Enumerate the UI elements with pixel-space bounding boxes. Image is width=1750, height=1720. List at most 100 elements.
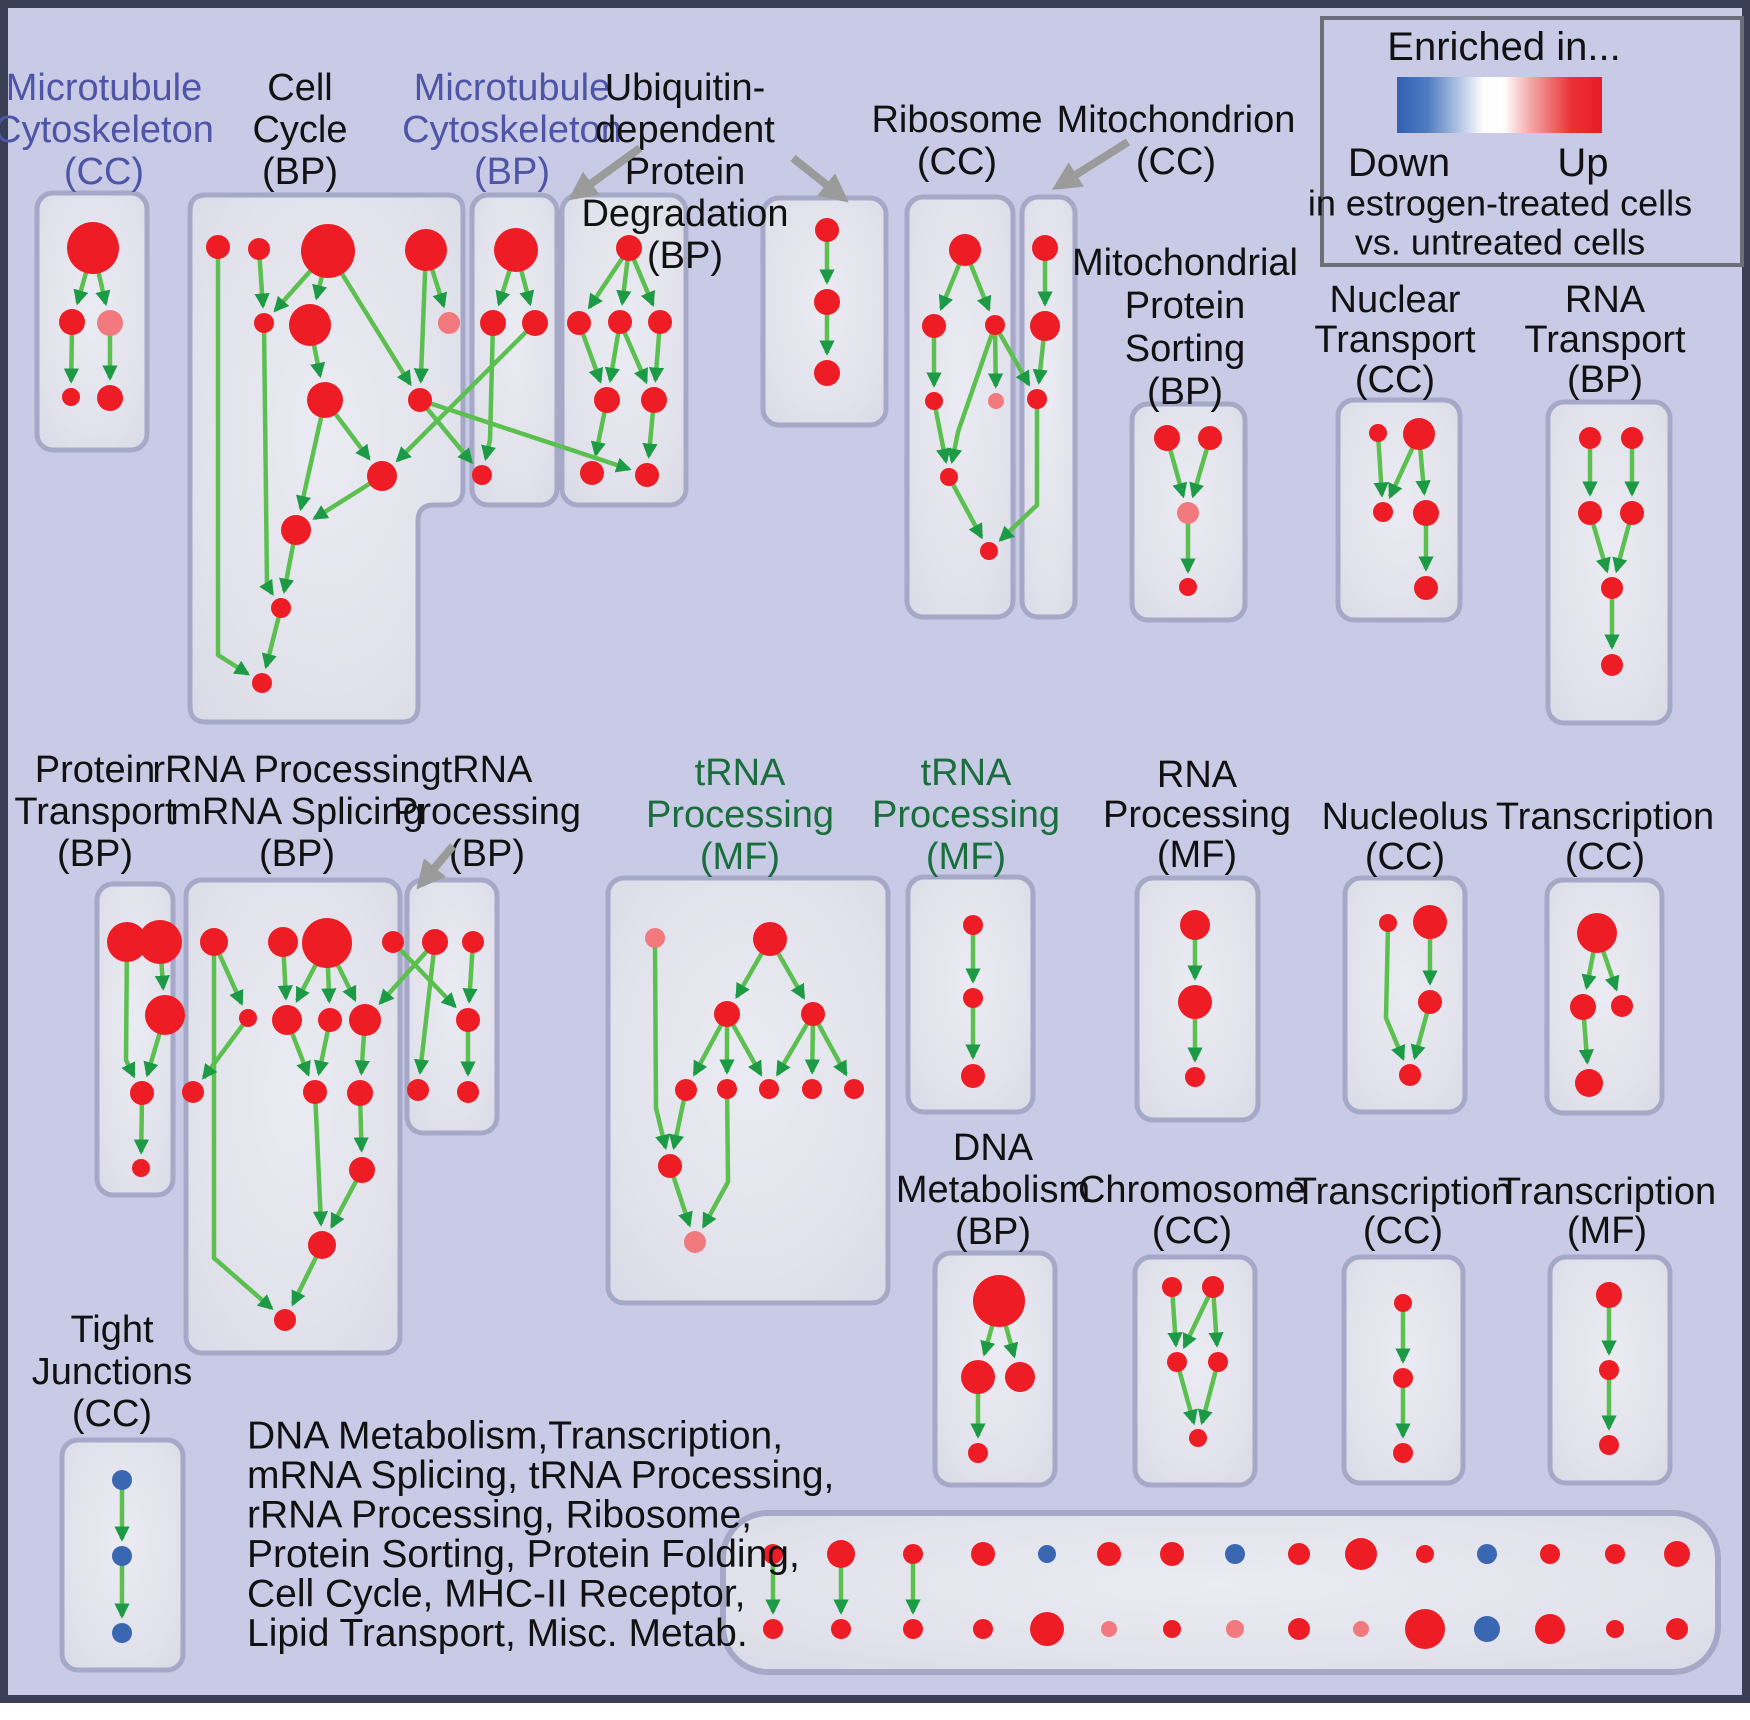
misc-strip-node-bottom-13 [1535,1614,1565,1644]
edge-ribosome-r1-r2 [938,262,962,311]
go-term-node-dna-metabolism-d4 [968,1443,988,1463]
misc-strip-node-top-10 [1345,1538,1377,1570]
go-term-node-rrna-mrna-q9 [182,1081,204,1103]
go-term-node-mitochondrion-m3 [1027,389,1047,409]
misc-strip-node-top-1 [763,1544,783,1564]
edge-ubiquitin-u5-u7 [590,410,608,458]
go-term-node-chromosome-c3 [1167,1352,1187,1372]
cluster-label-rna-transport: RNA [1565,279,1646,321]
cluster-label-rna-transport: (BP) [1567,359,1643,401]
edge-cell-cycle-n4-n9 [413,268,429,384]
cluster-label-mt-cyto-cc: (CC) [64,151,144,193]
go-term-node-mt-cyto-bp-bot [472,465,492,485]
go-term-node-transcription-cc-2-k2 [1570,994,1596,1020]
cluster-label-transcription-cc-2: Transcription [1496,796,1714,838]
cluster-label-trna-bp: tRNA [442,749,533,791]
cluster-label-ubiquitin: Degradation [581,193,788,235]
go-term-node-trna-mf-1-g8 [802,1079,822,1099]
go-term-node-nuclear-transport-nt1 [1369,424,1387,442]
edge-rna-transport-rt4-rt5 [1612,522,1632,574]
go-term-node-ribosome-r3 [985,315,1005,335]
edge-cell-cycle-n4-n7 [429,267,448,309]
go-term-node-cell-cycle-n1 [206,235,230,259]
edge-rrna-mrna-q12-q13 [329,1178,359,1229]
go-term-node-tight-junctions-t2 [112,1546,132,1566]
cluster-label-nucleolus: Nucleolus [1322,796,1489,838]
go-term-node-mito-protein-sorting-s3 [1177,502,1199,524]
go-term-node-ribosome-r4 [925,392,943,410]
cross-edge-cell-cycle-n9-ubiquitin-u8 [428,400,632,473]
cross-edge-mt-cyto-bp-br-cell-cycle-n10 [395,329,529,463]
edge-nucleolus-j3-j4 [1410,1011,1430,1061]
go-term-node-trna-bp-w4 [407,1079,429,1101]
misc-strip-node-bottom-11 [1405,1609,1445,1649]
cluster-label-mitochondrion: Mitochondrion [1057,99,1296,141]
go-term-node-ribosome-r5 [988,393,1004,409]
go-term-node-ubiq-2-v1 [815,218,839,242]
cluster-label-transcription-cc-2: (CC) [1565,836,1645,878]
go-term-node-rrna-mrna-q6 [272,1005,302,1035]
edge-chromosome-c1-c3 [1167,1294,1183,1348]
go-term-node-mt-cyto-cc-d [62,388,80,406]
edge-cell-cycle-n3-n9 [339,271,412,387]
go-term-node-rrna-mrna-q7 [318,1008,342,1032]
cluster-label-chromosome: (CC) [1152,1210,1232,1252]
misc-strip-node-top-11 [1416,1545,1434,1563]
cluster-label-ribosome: (CC) [917,141,997,183]
go-term-node-ribosome-r1 [949,234,981,266]
edge-ubiquitin-u6-u8 [642,410,658,459]
edge-rrna-mrna-q3-q7 [321,965,337,1004]
go-term-node-ribosome-r2 [922,314,946,338]
go-term-node-trna-mf-1-g9 [844,1079,864,1099]
cluster-label-ubiquitin: dependent [595,109,775,151]
edge-cell-cycle-n8-n10 [332,411,371,461]
go-term-node-chromosome-c5 [1189,1429,1207,1447]
edge-cell-cycle-n3-n6 [312,274,328,301]
misc-strip-node-bottom-2 [831,1619,851,1639]
cluster-box-mt-cyto-bp [469,192,560,508]
misc-terms-annotation-line: rRNA Processing, Ribosome, [247,1494,752,1537]
go-term-node-rna-processing-mf-i1 [1180,910,1210,940]
cross-edge-rrna-mrna-q4-trna-bp-w3 [397,946,457,1009]
misc-strip-node-bottom-5 [1030,1612,1064,1646]
cluster-label-trna-mf-2: Processing [872,794,1060,836]
legend-box [1320,16,1744,267]
go-term-node-rna-transport-rt2 [1621,427,1643,449]
misc-strip-node-top-2 [827,1540,855,1568]
go-term-node-rrna-mrna-q14 [274,1309,296,1331]
cluster-label-transcription-mf: Transcription [1498,1171,1716,1213]
go-term-node-mito-protein-sorting-s1 [1154,425,1180,451]
cluster-label-rna-transport: Transport [1524,319,1686,361]
go-term-node-rrna-mrna-q10 [303,1080,327,1104]
cluster-label-nuclear-transport: Transport [1314,319,1476,361]
edge-cell-cycle-n11-n12 [279,542,296,595]
edge-chromosome-c2-c3 [1182,1294,1212,1350]
go-term-node-rrna-mrna-q13 [308,1231,336,1259]
legend-title: Enriched in... [1387,25,1620,69]
edge-mt-cyto-cc-a-b [73,270,89,306]
cluster-label-dna-metabolism: DNA [953,1127,1034,1169]
cross-edge-trna-bp-w1-rrna-mrna-q8 [378,948,430,1005]
misc-terms-annotation-line: Protein Sorting, Protein Folding, [247,1533,800,1576]
misc-strip-node-top-15 [1664,1541,1690,1567]
edge-trna-mf-1-g4-g8 [804,1023,821,1075]
edge-cell-cycle-n6-n8 [310,343,326,379]
go-term-node-nucleolus-j1 [1379,914,1397,932]
cluster-box-chromosome [1132,1254,1258,1488]
edge-dna-metabolism-d1-d3 [1003,1323,1019,1359]
cluster-label-ubiquitin: Ubiquitin- [605,67,766,109]
go-term-node-rna-processing-mf-i3 [1185,1067,1205,1087]
cluster-label-protein-transport: Protein [35,749,155,791]
edge-ubiquitin-u4-u6 [648,331,665,383]
misc-strip-node-top-4 [971,1542,995,1566]
go-term-node-cell-cycle-n12 [271,598,291,618]
go-term-node-mito-protein-sorting-s2 [1198,426,1222,450]
cross-edge-cell-cycle-n9-mt-cyto-bp-bot [424,406,473,465]
go-term-node-cell-cycle-n2 [248,238,270,260]
edge-trna-mf-1-g6-g11 [701,1096,731,1229]
go-term-node-nuclear-transport-nt3 [1373,502,1393,522]
go-term-node-trna-mf-2-h1 [963,915,983,935]
cluster-label-dna-metabolism: (BP) [955,1211,1031,1253]
go-term-node-trna-mf-1-g2 [753,922,787,956]
edge-ubiquitin-u3-u6 [621,330,649,385]
